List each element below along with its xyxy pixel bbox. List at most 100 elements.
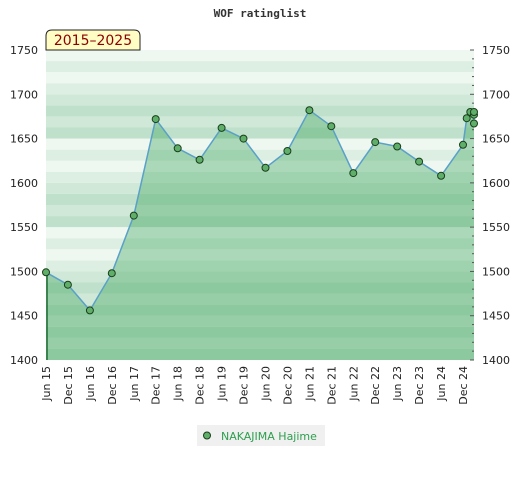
x-tick-label: Jun 16 bbox=[84, 366, 97, 402]
grid-band bbox=[46, 227, 474, 239]
y-tick-label-right: 1400 bbox=[482, 354, 510, 367]
grid-band bbox=[46, 160, 474, 172]
data-point bbox=[129, 211, 138, 220]
y-tick-label-left: 1600 bbox=[10, 177, 38, 190]
data-point bbox=[283, 147, 292, 155]
grid-band bbox=[46, 205, 474, 217]
grid-band bbox=[46, 260, 474, 272]
grid-band bbox=[46, 216, 474, 228]
background-bands bbox=[46, 50, 474, 360]
grid-band bbox=[46, 337, 474, 349]
range-label-text: 2015–2025 bbox=[54, 33, 132, 49]
grid-band bbox=[46, 182, 474, 194]
data-point bbox=[415, 157, 424, 166]
y-tick-label-right: 1700 bbox=[482, 88, 510, 101]
grid-band bbox=[46, 315, 474, 327]
y-tick-label-right: 1750 bbox=[482, 44, 510, 57]
x-tick-label: Dec 20 bbox=[281, 366, 294, 405]
x-tick-label: Dec 22 bbox=[369, 366, 382, 405]
x-tick-label: Dec 23 bbox=[413, 366, 426, 405]
grid-band bbox=[46, 326, 474, 338]
x-tick-label: Jun 15 bbox=[40, 366, 53, 402]
grid-band bbox=[46, 282, 474, 294]
y-tick-label-left: 1500 bbox=[10, 265, 38, 278]
data-point bbox=[239, 134, 248, 143]
grid-band bbox=[46, 72, 474, 84]
grid-band bbox=[46, 249, 474, 261]
y-tick-label-right: 1450 bbox=[482, 310, 510, 323]
legend: NAKAJIMA Hajime bbox=[197, 425, 325, 446]
data-point bbox=[107, 269, 116, 278]
y-tick-label-left: 1650 bbox=[10, 133, 38, 146]
grid-band bbox=[46, 61, 474, 73]
y-tick-label-left: 1400 bbox=[10, 354, 38, 367]
range-label-background bbox=[45, 29, 141, 51]
y-axis-right: 1400 1450 1500 1550 1600 1650 1700 1750 bbox=[470, 44, 510, 367]
y-tick-label-left: 1450 bbox=[10, 310, 38, 323]
y-tick-label-right: 1550 bbox=[482, 221, 510, 234]
x-tick-label: Jun 22 bbox=[347, 366, 360, 402]
grid-band bbox=[46, 94, 474, 106]
data-point bbox=[349, 169, 358, 178]
grid-band bbox=[46, 127, 474, 139]
grid-band bbox=[46, 138, 474, 150]
y-tick-label-right: 1650 bbox=[482, 133, 510, 146]
y-tick-label-left: 1550 bbox=[10, 221, 38, 234]
grid-band bbox=[46, 171, 474, 183]
data-point bbox=[305, 106, 314, 115]
grid-band bbox=[46, 105, 474, 117]
x-tick-label: Jun 20 bbox=[260, 366, 273, 402]
grid-band bbox=[46, 348, 474, 360]
grid-band bbox=[46, 50, 474, 62]
x-tick-label: Jun 23 bbox=[391, 366, 404, 402]
y-axis-left: 1400 1450 1500 1550 1600 1650 1700 1750 bbox=[10, 44, 38, 367]
data-point bbox=[393, 142, 402, 151]
grid-band bbox=[46, 193, 474, 205]
data-point bbox=[151, 115, 160, 124]
data-point bbox=[470, 119, 478, 128]
data-point bbox=[462, 114, 471, 123]
grid-band bbox=[46, 293, 474, 305]
x-tick-label: Dec 21 bbox=[325, 366, 338, 405]
x-tick-label: Jun 17 bbox=[128, 366, 141, 402]
legend-marker bbox=[203, 431, 211, 440]
y-tick-label-right: 1500 bbox=[482, 265, 510, 278]
y-tick-label-right: 1600 bbox=[482, 177, 510, 190]
x-tick-label: Dec 24 bbox=[457, 366, 470, 405]
grid-band bbox=[46, 149, 474, 161]
legend-label: NAKAJIMA Hajime bbox=[221, 430, 317, 443]
x-axis: Jun 15 Dec 15 Jun 16 Dec 16 Jun 17 Dec 17 Jun … bbox=[40, 366, 470, 405]
data-point bbox=[437, 171, 446, 180]
x-tick-label: Dec 19 bbox=[238, 366, 251, 405]
rating-area bbox=[46, 110, 474, 360]
data-point bbox=[459, 140, 467, 149]
grid-band bbox=[46, 271, 474, 283]
x-tick-label: Jun 18 bbox=[172, 366, 185, 402]
data-point bbox=[42, 268, 50, 277]
chart-title: WOF ratinglist bbox=[214, 7, 307, 20]
grid-band bbox=[46, 238, 474, 250]
x-tick-label: Dec 15 bbox=[62, 366, 75, 405]
data-point bbox=[327, 122, 336, 131]
x-tick-label: Jun 24 bbox=[435, 366, 448, 402]
range-label-box: 2015–2025 bbox=[45, 29, 141, 51]
data-point bbox=[470, 108, 478, 116]
x-tick-label: Jun 19 bbox=[216, 366, 229, 402]
grid-band bbox=[46, 116, 474, 128]
legend-background bbox=[197, 425, 325, 446]
data-point bbox=[85, 306, 94, 315]
data-point bbox=[371, 138, 380, 147]
data-point bbox=[217, 123, 226, 132]
y-tick-label-left: 1750 bbox=[10, 44, 38, 57]
x-tick-label: Jun 21 bbox=[303, 366, 316, 402]
x-tick-label: Dec 16 bbox=[106, 366, 119, 405]
data-markers bbox=[42, 106, 478, 315]
data-point bbox=[63, 280, 72, 289]
data-point bbox=[261, 163, 270, 172]
y-tick-label-left: 1700 bbox=[10, 88, 38, 101]
x-tick-label: Dec 17 bbox=[150, 366, 163, 405]
grid-band bbox=[46, 304, 474, 316]
data-point bbox=[195, 155, 204, 164]
data-point bbox=[173, 144, 182, 153]
